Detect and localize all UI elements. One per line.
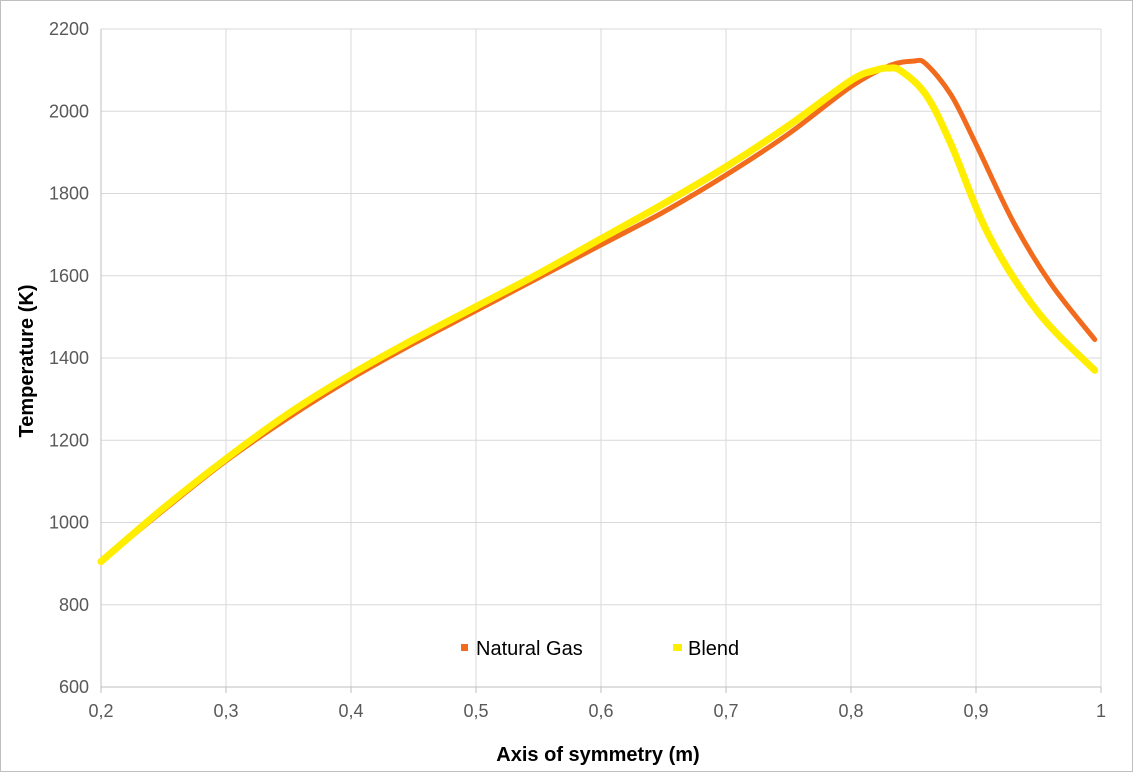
legend: Natural Gas Blend [461,638,739,660]
x-tick-label: 0,8 [838,701,863,721]
x-tick-label: 0,5 [463,701,488,721]
legend-label-natural-gas: Natural Gas [476,638,583,660]
x-tick-label: 1 [1096,701,1106,721]
y-tick-label: 1000 [49,513,89,533]
legend-swatch-natural-gas [461,644,468,651]
y-tick-label: 600 [59,677,89,697]
x-tick-label: 0,3 [213,701,238,721]
gridlines [101,28,1102,687]
y-tick-label: 1800 [49,184,89,204]
y-axis-title: Temperature (K) [16,285,38,438]
x-tick-label: 0,6 [588,701,613,721]
series-line-blend [97,64,1099,566]
tick-labels: 0,2 0,3 0,4 0,5 0,6 0,7 0,8 0,9 1600800100012001… [49,19,1106,721]
y-tick-label: 1200 [49,430,89,450]
x-tick-label: 0,2 [88,701,113,721]
x-axis-title: Axis of symmetry (m) [496,744,699,766]
y-tick-label: 2200 [49,19,89,39]
x-tick-label: 0,7 [713,701,738,721]
y-tick-label: 1600 [49,266,89,286]
y-tick-label: 800 [59,595,89,615]
legend-swatch-blend [673,644,682,651]
legend-label-blend: Blend [688,638,739,660]
series-lines [97,57,1099,566]
x-tick-label: 0,4 [338,701,363,721]
series-line-natural-gas [98,57,1098,565]
y-tick-label: 2000 [49,101,89,121]
y-tick-label: 1400 [49,348,89,368]
axes [100,29,1102,693]
x-tick-label: 0,9 [963,701,988,721]
